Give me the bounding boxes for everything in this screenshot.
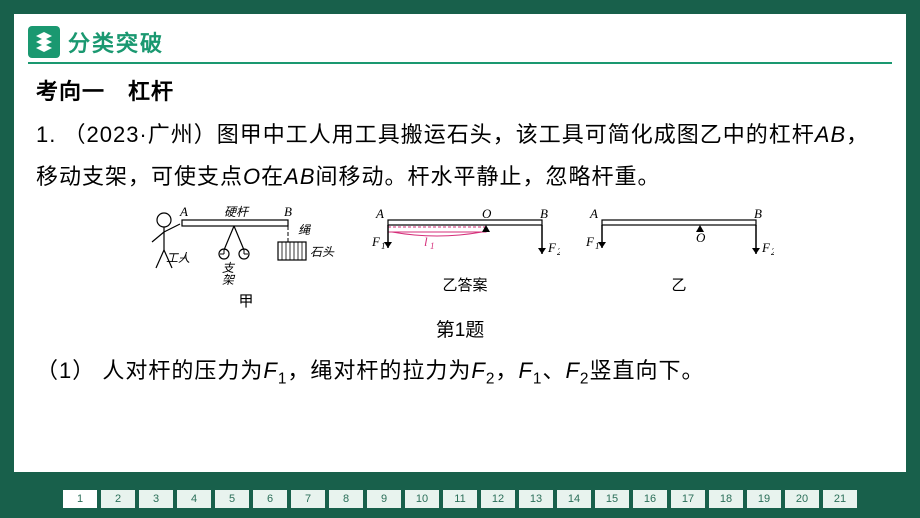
page-tab-5[interactable]: 5 [215, 490, 249, 508]
svg-text:B: B [754, 206, 762, 221]
svg-text:A: A [375, 206, 384, 221]
q1-t4: 、 [542, 358, 565, 383]
section-icon [28, 26, 60, 58]
page-tab-13[interactable]: 13 [519, 490, 553, 508]
figure-yi-label: 乙 [671, 274, 686, 295]
page-tab-16[interactable]: 16 [633, 490, 667, 508]
q1-t3: ， [495, 358, 518, 383]
svg-text:1: 1 [381, 241, 386, 251]
page-tab-12[interactable]: 12 [481, 490, 515, 508]
page-tab-2[interactable]: 2 [101, 490, 135, 508]
problem-number: 1 [36, 122, 49, 147]
svg-text:绳: 绳 [298, 223, 311, 237]
svg-text:B: B [284, 204, 292, 219]
section-header: 分类突破 [14, 14, 906, 58]
page-tab-9[interactable]: 9 [367, 490, 401, 508]
var-ab: AB [815, 122, 846, 147]
var-o: O [243, 164, 261, 189]
svg-text:硬杆: 硬杆 [224, 205, 250, 219]
svg-text:l: l [424, 234, 428, 249]
figure-yi-answer-label: 乙答案 [442, 274, 487, 295]
page-tab-8[interactable]: 8 [329, 490, 363, 508]
stem-d: 间移动。杆水平静止，忽略杆重。 [316, 164, 661, 189]
problem-stem: 1. （2023·广州）图甲中工人用工具搬运石头，该工具可简化成图乙中的杠杆AB… [36, 114, 884, 198]
figure-jia-label: 甲 [238, 290, 253, 311]
problem-source: （2023·广州） [63, 122, 216, 147]
q1-s1: 1 [278, 370, 288, 387]
page-tab-3[interactable]: 3 [139, 490, 173, 508]
page-tab-14[interactable]: 14 [557, 490, 591, 508]
var-ab2: AB [284, 164, 315, 189]
svg-text:B: B [540, 206, 548, 221]
page-tab-18[interactable]: 18 [709, 490, 743, 508]
page-tab-7[interactable]: 7 [291, 490, 325, 508]
problem-caption: 第1题 [36, 315, 884, 342]
question-1: （1） 人对杆的压力为F1，绳对杆的拉力为F2，F1、F2竖直向下。 [36, 350, 884, 394]
q1-f2: F [471, 358, 485, 383]
q1-t1: 人对杆的压力为 [95, 358, 263, 383]
svg-text:2: 2 [771, 247, 774, 257]
page-tab-4[interactable]: 4 [177, 490, 211, 508]
svg-text:石头: 石头 [310, 245, 335, 259]
q1-f2b: F [565, 358, 579, 383]
content-area: 考向一 杠杆 1. （2023·广州）图甲中工人用工具搬运石头，该工具可简化成图… [14, 74, 906, 393]
svg-text:1: 1 [430, 241, 435, 251]
figure-row: A 硬杆 B 支 架 绳 [36, 202, 884, 311]
svg-text:2: 2 [557, 247, 560, 257]
page-tab-19[interactable]: 19 [747, 490, 781, 508]
stem-a: 图甲中工人用工具搬运石头，该工具可简化成图乙中的杠杆 [217, 122, 815, 147]
q1-f1b: F [518, 358, 532, 383]
page-tab-17[interactable]: 17 [671, 490, 705, 508]
svg-text:O: O [482, 206, 492, 221]
pagination-bar: 123456789101112131415161718192021 [14, 490, 906, 508]
svg-text:F: F [761, 240, 771, 255]
section-title: 分类突破 [68, 26, 164, 58]
q1-num: （1） [36, 358, 95, 383]
svg-text:A: A [179, 204, 188, 219]
figure-yi: A B O F1 F2 乙 [584, 202, 774, 295]
svg-text:O: O [696, 230, 706, 245]
page-tab-15[interactable]: 15 [595, 490, 629, 508]
figure-yi-answer: A B l 1 O F1 F2 乙答案 [370, 202, 560, 295]
stem-c: 在 [261, 164, 284, 189]
svg-text:A: A [589, 206, 598, 221]
svg-text:1: 1 [595, 241, 600, 251]
svg-text:F: F [547, 240, 557, 255]
page-tab-20[interactable]: 20 [785, 490, 819, 508]
page-tab-10[interactable]: 10 [405, 490, 439, 508]
q1-f1: F [263, 358, 277, 383]
svg-text:架: 架 [222, 273, 236, 287]
q1-t5: 竖直向下。 [589, 358, 704, 383]
figure-jia: A 硬杆 B 支 架 绳 [146, 202, 346, 311]
page-tab-21[interactable]: 21 [823, 490, 857, 508]
q1-s2: 2 [486, 370, 496, 387]
page-tab-11[interactable]: 11 [443, 490, 477, 508]
section-underline [28, 62, 892, 64]
page-tab-6[interactable]: 6 [253, 490, 287, 508]
slide-page: 分类突破 考向一 杠杆 1. （2023·广州）图甲中工人用工具搬运石头，该工具… [14, 14, 906, 472]
direction-subtitle: 考向一 杠杆 [36, 74, 884, 106]
svg-text:F: F [585, 234, 595, 249]
svg-text:F: F [371, 234, 381, 249]
page-tab-1[interactable]: 1 [63, 490, 97, 508]
svg-text:工人: 工人 [166, 251, 190, 265]
q1-t2: ，绳对杆的拉力为 [287, 358, 471, 383]
